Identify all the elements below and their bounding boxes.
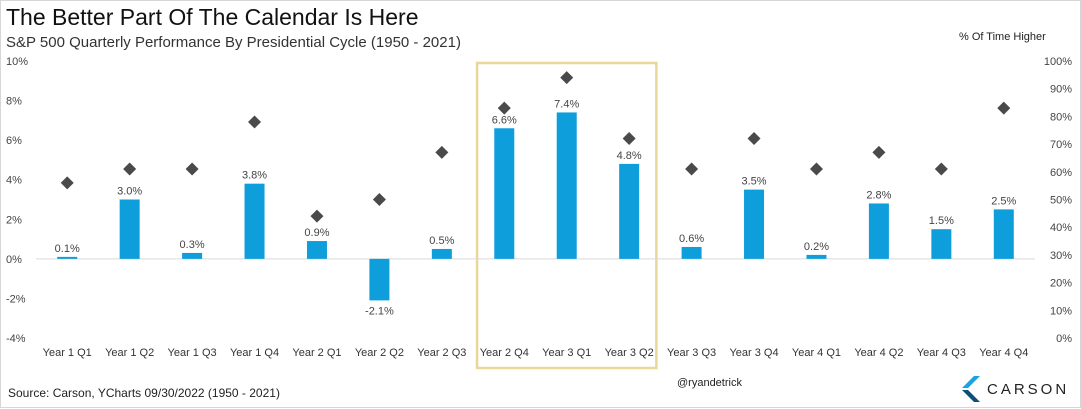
left-axis-tick-label: -4% — [6, 333, 26, 345]
chart-title: The Better Part Of The Calendar Is Here — [6, 4, 419, 30]
bar — [806, 254, 827, 259]
right-axis-label: % Of Time Higher — [959, 31, 1046, 43]
category-label: Year 3 Q2 — [605, 347, 654, 359]
bar — [556, 112, 577, 259]
category-label: Year 4 Q3 — [917, 347, 966, 359]
right-axis-tick-label: 50% — [1050, 195, 1072, 207]
bar-value-label: -2.1% — [365, 305, 394, 317]
bar-value-label: 2.5% — [991, 195, 1016, 207]
left-axis-tick-label: -2% — [6, 293, 26, 305]
bar-value-label: 2.8% — [866, 189, 891, 201]
category-label: Year 2 Q1 — [292, 347, 341, 359]
category-label: Year 4 Q1 — [792, 347, 841, 359]
bar-value-label: 0.5% — [429, 235, 454, 247]
right-axis-tick-label: 20% — [1050, 278, 1072, 290]
bar — [57, 256, 78, 259]
pct-higher-marker — [560, 71, 574, 85]
bar-value-label: 6.6% — [492, 114, 517, 126]
pct-higher-marker — [809, 162, 823, 176]
bar — [993, 209, 1014, 259]
category-label: Year 3 Q4 — [729, 347, 778, 359]
chart-subtitle: S&P 500 Quarterly Performance By Preside… — [6, 34, 461, 51]
right-axis-tick-label: 0% — [1056, 333, 1072, 345]
bar-value-label: 0.6% — [679, 233, 704, 245]
bar-value-label: 0.3% — [180, 239, 205, 251]
pct-higher-marker — [497, 101, 511, 115]
bar — [182, 252, 203, 259]
left-axis-tick-label: 10% — [6, 56, 28, 68]
right-axis-tick-label: 100% — [1044, 56, 1072, 68]
left-axis-tick-label: 2% — [6, 214, 22, 226]
pct-higher-marker — [435, 145, 449, 159]
pct-higher-marker — [248, 115, 262, 129]
pct-higher-marker — [872, 145, 886, 159]
category-label: Year 4 Q2 — [854, 347, 903, 359]
pct-higher-marker — [185, 162, 199, 176]
pct-higher-marker — [747, 132, 761, 146]
right-axis-tick-label: 60% — [1050, 167, 1072, 179]
category-label: Year 2 Q4 — [480, 347, 529, 359]
category-label: Year 3 Q1 — [542, 347, 591, 359]
category-label: Year 1 Q1 — [43, 347, 92, 359]
bar-value-label: 4.8% — [617, 150, 642, 162]
pct-higher-marker — [372, 193, 386, 206]
bar-value-label: 0.2% — [804, 241, 829, 253]
bar-value-label: 1.5% — [929, 215, 954, 227]
right-axis-tick-label: 90% — [1050, 84, 1072, 96]
bar — [369, 258, 390, 301]
pct-higher-marker — [310, 209, 324, 223]
bar-value-label: 0.1% — [55, 243, 80, 255]
carson-logo-text: CARSON — [987, 381, 1070, 398]
bar-value-label: 0.9% — [304, 227, 329, 239]
pct-higher-marker — [123, 162, 137, 176]
category-label: Year 1 Q3 — [168, 347, 217, 359]
right-axis-tick-label: 40% — [1050, 222, 1072, 234]
category-label: Year 1 Q2 — [105, 347, 154, 359]
source-note: Source: Carson, YCharts 09/30/2022 (1950… — [8, 386, 280, 400]
bar — [931, 229, 952, 259]
bar-value-label: 3.0% — [117, 186, 142, 198]
right-axis-tick-label: 80% — [1050, 111, 1072, 123]
highlight-box — [475, 61, 658, 370]
left-axis-tick-label: 8% — [6, 96, 22, 108]
pct-higher-marker — [60, 176, 74, 190]
category-label: Year 2 Q2 — [355, 347, 404, 359]
bar — [868, 203, 889, 259]
bar-value-label: 3.8% — [242, 170, 267, 182]
category-label: Year 4 Q4 — [979, 347, 1028, 359]
carson-logo: CARSON — [956, 374, 1078, 404]
bar — [494, 128, 515, 259]
right-axis-tick-label: 70% — [1050, 139, 1072, 151]
right-axis-tick-label: 30% — [1050, 250, 1072, 262]
author-handle: @ryandetrick — [677, 377, 742, 389]
pct-higher-marker — [997, 101, 1011, 115]
bar-value-label: 7.4% — [554, 98, 579, 110]
category-label: Year 3 Q3 — [667, 347, 716, 359]
pct-higher-marker — [934, 162, 948, 176]
left-axis-tick-label: 0% — [6, 254, 22, 266]
pct-higher-marker — [622, 132, 636, 146]
left-axis-tick-label: 6% — [6, 135, 22, 147]
category-label: Year 1 Q4 — [230, 347, 279, 359]
bar — [681, 246, 702, 259]
bar — [119, 199, 140, 259]
pct-higher-marker — [685, 162, 699, 176]
bar — [744, 189, 765, 259]
carson-logo-icon — [962, 376, 980, 402]
category-label: Year 2 Q3 — [417, 347, 466, 359]
bar — [306, 241, 327, 259]
left-axis-tick-label: 4% — [6, 175, 22, 187]
bar — [431, 248, 452, 259]
bar — [619, 163, 640, 259]
right-axis-tick-label: 10% — [1050, 305, 1072, 317]
bar-value-label: 3.5% — [741, 176, 766, 188]
bar — [244, 183, 265, 259]
